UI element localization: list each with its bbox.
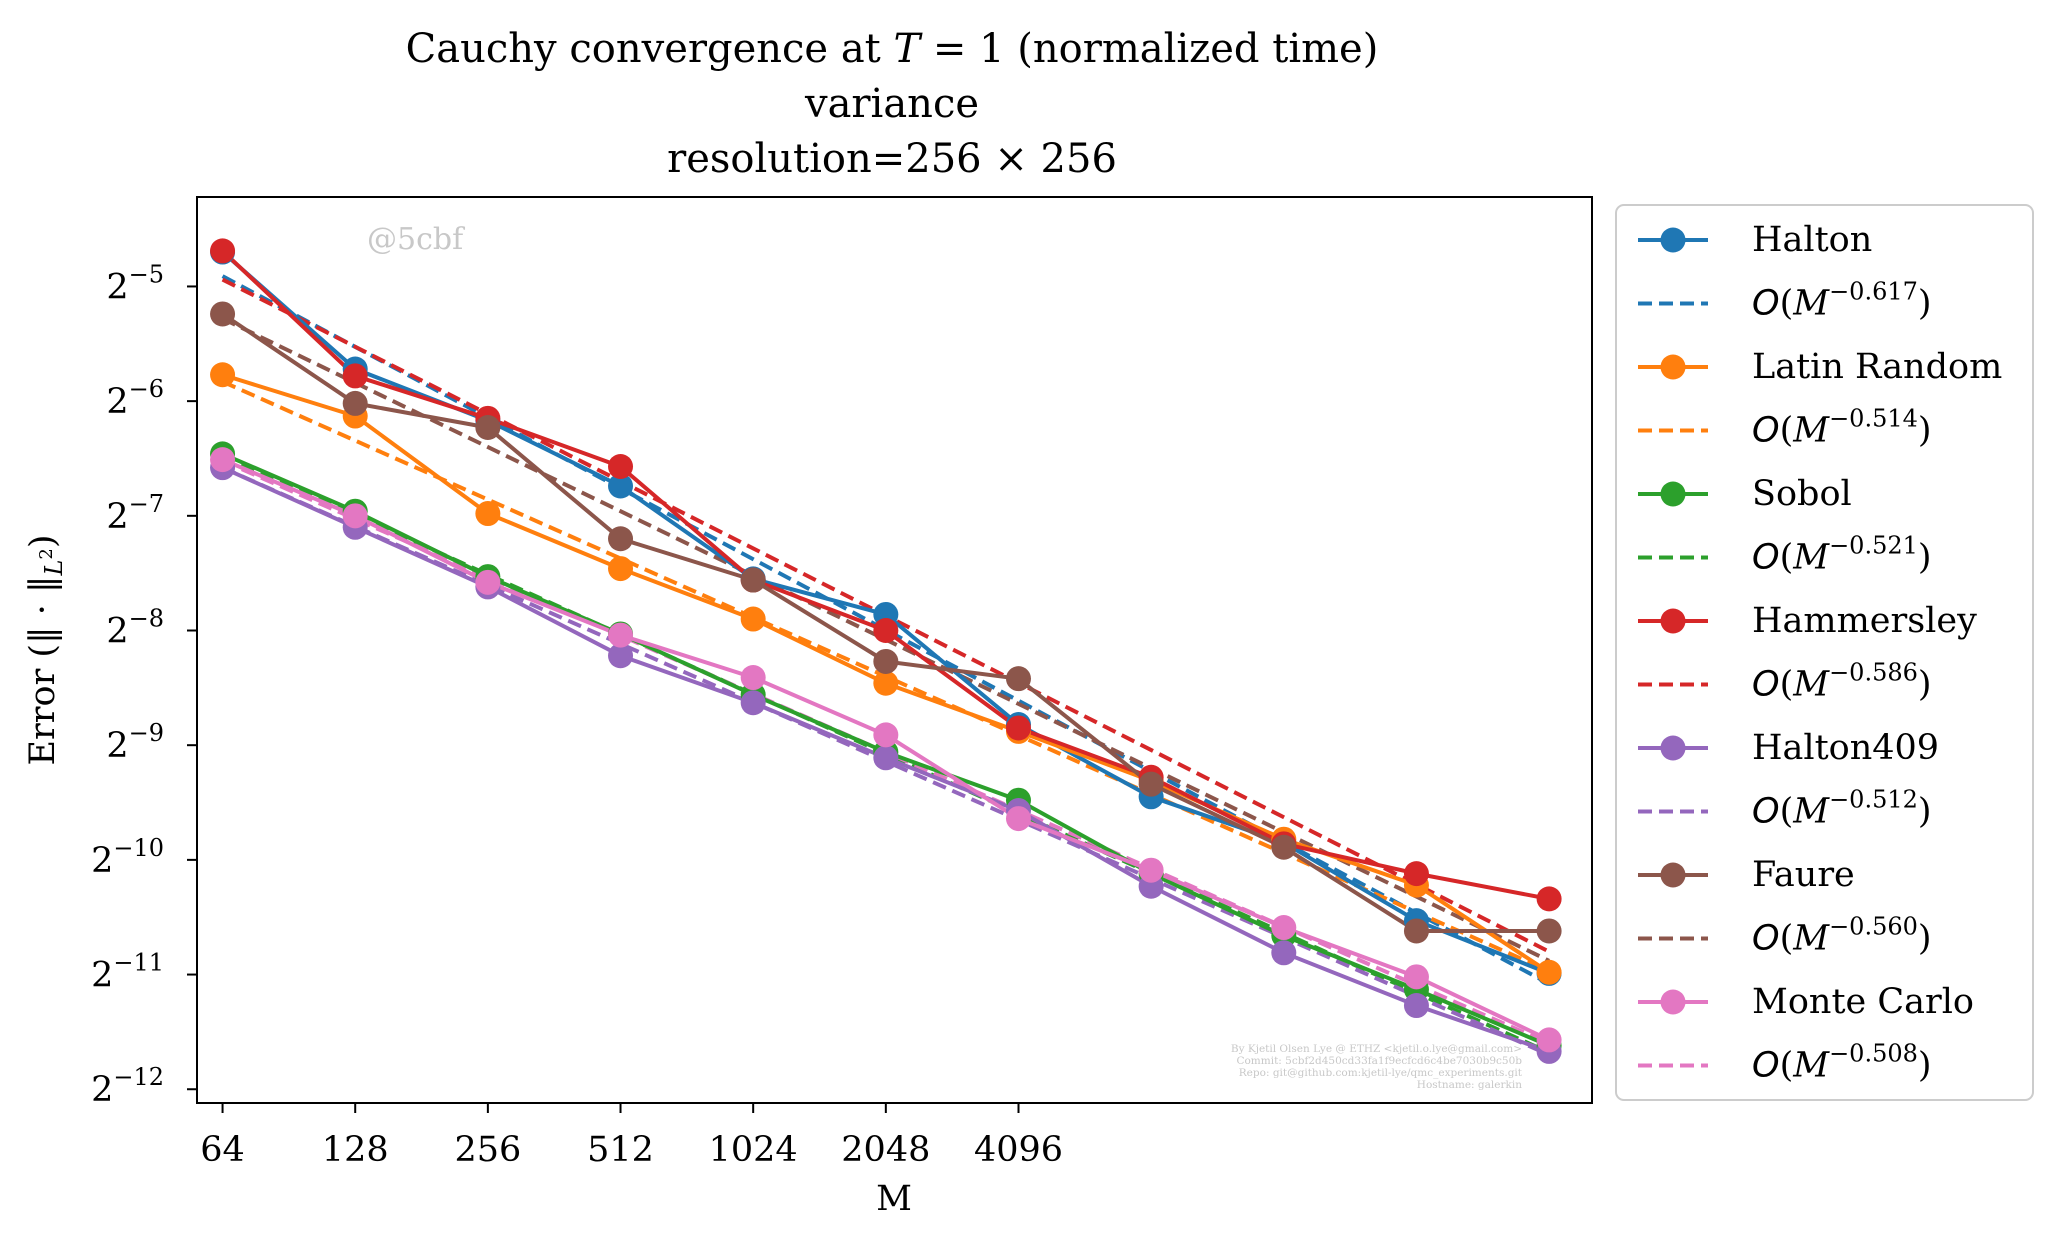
data-point-faure bbox=[342, 390, 368, 416]
data-point-hammersley bbox=[608, 454, 634, 480]
legend: Halton O(M−0.617) Latin Random O(M−0.514) So… bbox=[1615, 204, 2034, 1101]
data-point-faure bbox=[210, 301, 236, 327]
legend-fit-label-sobol: O(M−0.521) bbox=[1752, 532, 1932, 578]
data-point-halton409 bbox=[608, 643, 634, 669]
legend-marker-monte-carlo bbox=[1660, 989, 1686, 1015]
x-tick-label: 4096 bbox=[974, 1130, 1063, 1170]
legend-marker-latin-random bbox=[1660, 354, 1686, 380]
series-markers bbox=[210, 238, 1562, 1064]
data-point-faure bbox=[740, 567, 766, 593]
legend-label-hammersley: Hammersley bbox=[1752, 601, 1977, 641]
legend-label-monte-carlo: Monte Carlo bbox=[1752, 982, 1974, 1022]
data-point-latin-random bbox=[475, 501, 501, 527]
title-line-2: variance bbox=[804, 81, 979, 127]
x-tick-label: 128 bbox=[322, 1130, 389, 1170]
watermark: @5cbf bbox=[367, 222, 465, 257]
x-tick-label: 2048 bbox=[841, 1130, 930, 1170]
data-point-halton409 bbox=[873, 745, 899, 771]
legend-label-faure: Faure bbox=[1752, 855, 1855, 895]
legend-label-latin-random: Latin Random bbox=[1752, 347, 2002, 387]
legend-label-sobol: Sobol bbox=[1752, 474, 1852, 514]
series-line-hammersley bbox=[221, 249, 1550, 901]
data-point-latin-random bbox=[873, 670, 899, 696]
plot-area-frame bbox=[196, 196, 1593, 1104]
data-point-monte-carlo bbox=[210, 447, 236, 473]
legend-marker-hammersley bbox=[1660, 608, 1686, 634]
y-tick-label: 2−9 bbox=[106, 719, 164, 766]
footnote-line-3: Repo: git@github.com:kjetil-lye/qmc_expe… bbox=[1239, 1067, 1523, 1079]
data-point-latin-random bbox=[740, 606, 766, 632]
legend-fit-label-hammersley: O(M−0.586) bbox=[1752, 659, 1932, 705]
data-point-monte-carlo bbox=[873, 722, 899, 748]
legend-label-halton: Halton bbox=[1752, 220, 1872, 260]
data-point-hammersley bbox=[342, 363, 368, 389]
data-point-faure bbox=[873, 648, 899, 674]
data-point-monte-carlo bbox=[740, 665, 766, 691]
data-point-halton409 bbox=[1271, 940, 1297, 966]
data-point-monte-carlo bbox=[1536, 1027, 1562, 1053]
data-point-halton409 bbox=[740, 690, 766, 716]
chart-title: Cauchy convergence at T = 1 (normalized … bbox=[406, 26, 1379, 182]
y-tick-label: 2−10 bbox=[91, 834, 164, 881]
x-axis-label: M bbox=[876, 1179, 912, 1219]
data-point-latin-random bbox=[210, 362, 236, 388]
data-point-hammersley bbox=[1536, 886, 1562, 912]
data-point-faure bbox=[1271, 834, 1297, 860]
data-point-hammersley bbox=[1005, 715, 1031, 741]
data-point-hammersley bbox=[1403, 861, 1429, 887]
footnote-line-2: Commit: 5cbf2d450cd33fa1f9ecfcd6c4be7030… bbox=[1236, 1055, 1522, 1067]
x-tick-label: 256 bbox=[454, 1130, 521, 1170]
data-point-faure bbox=[608, 526, 634, 552]
legend-marker-halton bbox=[1660, 227, 1686, 253]
data-point-monte-carlo bbox=[1403, 964, 1429, 990]
legend-frame bbox=[1615, 204, 2034, 1101]
title-line-3: resolution=256 × 256 bbox=[667, 136, 1117, 182]
footnote-line-4: Hostname: galerkin bbox=[1417, 1079, 1522, 1091]
data-point-monte-carlo bbox=[342, 503, 368, 529]
y-tick-label: 2−8 bbox=[106, 605, 164, 652]
y-axis-ticks: 2−5 2−6 2−7 2−8 2−9 2−10 2−11 2−12 bbox=[91, 260, 197, 1110]
y-tick-label: 2−6 bbox=[106, 375, 164, 422]
y-axis-label: Error (‖ · ‖L2) bbox=[23, 534, 68, 765]
legend-marker-halton409 bbox=[1660, 735, 1686, 761]
data-point-latin-random bbox=[608, 556, 634, 582]
data-point-hammersley bbox=[210, 238, 236, 264]
y-tick-label: 2−5 bbox=[106, 260, 164, 307]
legend-fit-label-halton409: O(M−0.512) bbox=[1752, 786, 1932, 832]
data-point-faure bbox=[1403, 918, 1429, 944]
x-tick-label: 1024 bbox=[709, 1130, 798, 1170]
y-tick-label: 2−11 bbox=[91, 949, 164, 996]
x-tick-label: 64 bbox=[200, 1130, 245, 1170]
legend-fit-label-halton: O(M−0.617) bbox=[1752, 278, 1932, 324]
footnote-line-1: By Kjetil Olsen Lye @ ETHZ <kjetil.o.lye… bbox=[1231, 1043, 1522, 1055]
y-tick-label: 2−7 bbox=[106, 490, 164, 537]
data-point-monte-carlo bbox=[1138, 857, 1164, 883]
x-tick-label: 512 bbox=[587, 1130, 654, 1170]
legend-fit-label-monte-carlo: O(M−0.508) bbox=[1752, 1040, 1932, 1086]
legend-marker-sobol bbox=[1660, 481, 1686, 507]
legend-marker-faure bbox=[1660, 862, 1686, 888]
data-point-halton bbox=[608, 473, 634, 499]
legend-fit-label-latin-random: O(M−0.514) bbox=[1752, 405, 1932, 451]
data-point-faure bbox=[1138, 771, 1164, 797]
data-point-monte-carlo bbox=[1005, 806, 1031, 832]
fit-line-halton bbox=[221, 274, 1551, 986]
y-tick-label: 2−12 bbox=[91, 1063, 164, 1110]
data-point-hammersley bbox=[873, 618, 899, 644]
footnote: By Kjetil Olsen Lye @ ETHZ <kjetil.o.lye… bbox=[1231, 1043, 1523, 1091]
data-point-latin-random bbox=[1536, 959, 1562, 985]
x-axis-ticks: 64 128 256 512 1024 2048 4096 bbox=[200, 1103, 1063, 1170]
data-point-faure bbox=[475, 415, 501, 441]
title-line-1: Cauchy convergence at T = 1 (normalized … bbox=[406, 26, 1379, 72]
data-point-faure bbox=[1005, 666, 1031, 692]
data-point-monte-carlo bbox=[608, 622, 634, 648]
data-point-halton409 bbox=[1403, 993, 1429, 1019]
legend-fit-label-faure: O(M−0.560) bbox=[1752, 913, 1932, 959]
data-point-monte-carlo bbox=[475, 569, 501, 595]
data-point-monte-carlo bbox=[1271, 915, 1297, 941]
legend-label-halton409: Halton409 bbox=[1752, 728, 1939, 768]
data-point-faure bbox=[1536, 918, 1562, 944]
